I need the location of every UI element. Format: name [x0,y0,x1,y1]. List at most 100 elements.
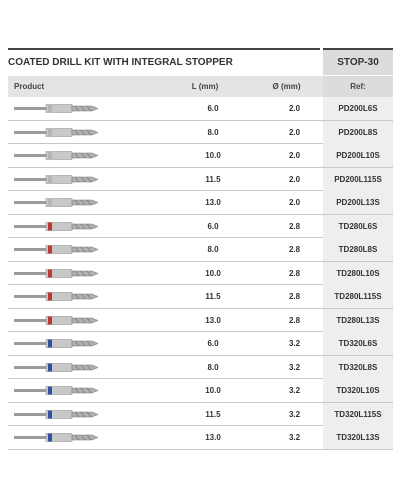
table-row: 8.0 3.2 TD320L8S [8,355,393,379]
diameter-cell: 2.0 [288,104,301,113]
drill-band [48,245,52,254]
drill-band [48,222,52,230]
drill-shank [14,365,46,369]
drill-flute [71,293,99,300]
drill-image [14,174,99,184]
diameter-cell: 3.2 [288,362,301,372]
length-cell: 10.0 [205,151,221,160]
drill-groove [74,246,92,253]
diameter-cell: 2.8 [288,292,301,301]
drill-groove [74,105,92,112]
drill-groove [74,317,92,323]
table-row: 10.0 2.8 TD280L10S [8,261,393,285]
diameter-cell: 2.8 [288,245,301,254]
drill-groove [74,199,92,206]
ref-cell: TD320L10S [323,379,393,402]
ref-cell: PD200L6S [323,97,393,120]
drill-image [14,151,99,160]
drill-groove [74,129,92,135]
drill-groove [74,223,92,229]
diameter-cell: 2.0 [288,127,301,137]
diameter-cell: 3.2 [288,433,301,442]
drill-shank [14,248,46,251]
ref-cell: TD320L6S [323,332,393,355]
drill-band [48,316,52,324]
drill-flute [71,199,99,206]
drill-image [14,433,99,442]
drill-flute [71,223,99,229]
table-row: 10.0 3.2 TD320L10S [8,379,393,403]
drill-image [14,198,99,207]
drill-shank [14,295,46,298]
table-row: 11.5 2.8 TD280L115S [8,285,393,309]
table-row: 8.0 2.8 TD280L8S [8,238,393,262]
drill-groove [74,411,92,417]
ref-cell: PD200L13S [323,191,393,214]
diameter-cell: 2.8 [288,315,301,325]
diameter-cell: 3.2 [288,409,301,419]
drill-band [48,339,52,348]
length-cell: 11.5 [205,174,221,184]
drill-groove [74,364,92,370]
table-row: 11.5 3.2 TD320L115S [8,402,393,426]
length-cell: 11.5 [205,292,221,301]
drill-shank [14,224,46,228]
length-cell: 11.5 [205,409,221,419]
length-cell: 6.0 [207,339,219,348]
drill-band [48,410,52,418]
drill-flute [71,364,99,370]
drill-groove [74,293,92,300]
drill-shank [14,201,46,204]
table-row: 6.0 2.0 PD200L6S [8,97,393,121]
diameter-cell: 3.2 [288,339,301,348]
drill-shank [14,342,46,345]
drill-groove [74,387,92,394]
table-row: 13.0 2.0 PD200L13S [8,191,393,215]
drill-image [14,127,99,137]
length-cell: 10.0 [205,268,221,278]
drill-image [14,268,99,278]
drill-flute [71,434,99,441]
kit-title: COATED DRILL KIT WITH INTEGRAL STOPPER [8,48,320,75]
table-row: 8.0 2.0 PD200L8S [8,120,393,144]
drill-image [14,292,99,301]
drill-image [14,104,99,113]
drill-groove [74,176,92,182]
ref-cell: PD200L10S [323,144,393,167]
diameter-cell: 2.8 [288,268,301,278]
drill-groove [74,270,92,276]
drill-band [48,175,52,183]
column-header: Ref: [323,76,393,97]
drill-image [14,339,99,348]
diameter-cell: 2.8 [288,221,301,231]
drill-shank [14,389,46,392]
ref-cell: TD280L115S [323,285,393,308]
drill-flute [71,270,99,276]
length-cell: 6.0 [207,221,219,231]
drill-shank [14,412,46,416]
drill-flute [71,317,99,323]
drill-image [14,245,99,254]
drill-flute [71,129,99,135]
diameter-cell: 3.2 [288,386,301,395]
column-header: Product [8,76,160,97]
drill-groove [74,152,92,159]
length-cell: 13.0 [205,433,221,442]
drill-image [14,362,99,372]
drill-shank [14,107,46,110]
drill-shank [14,130,46,134]
length-cell: 10.0 [205,386,221,395]
length-cell: 13.0 [205,198,221,207]
drill-band [48,128,52,136]
column-header: Ø (mm) [250,76,323,97]
table-row: 10.0 2.0 PD200L10S [8,144,393,168]
table-row: 11.5 2.0 PD200L115S [8,167,393,191]
length-cell: 8.0 [207,127,219,137]
drill-flute [71,152,99,159]
ref-cell: PD200L115S [323,167,393,191]
length-cell: 8.0 [207,245,219,254]
kit-code: STOP-30 [323,48,393,75]
drill-flute [71,246,99,253]
ref-cell: TD280L8S [323,238,393,261]
